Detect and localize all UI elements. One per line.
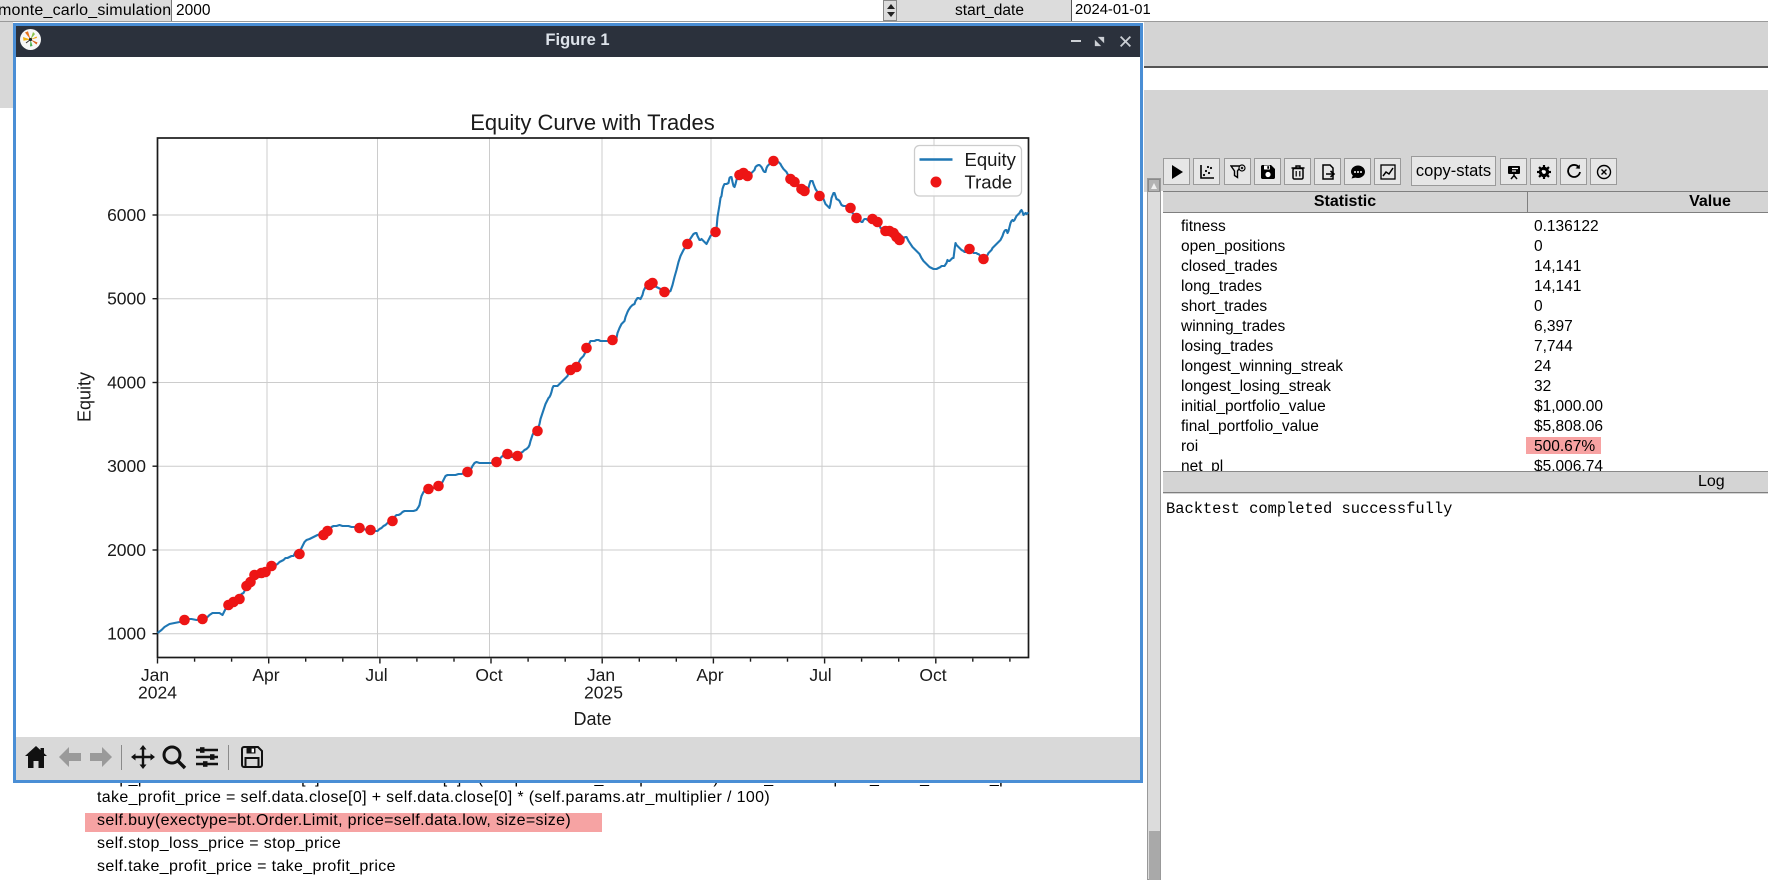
svg-text:6000: 6000 <box>107 205 146 225</box>
svg-text:3000: 3000 <box>107 456 146 476</box>
svg-text:2000: 2000 <box>107 540 146 560</box>
svg-text:2025: 2025 <box>584 683 623 703</box>
svg-text:Apr: Apr <box>252 665 279 685</box>
svg-text:2024: 2024 <box>138 683 177 703</box>
svg-text:Jul: Jul <box>365 665 387 685</box>
svg-text:Date: Date <box>573 709 611 729</box>
svg-text:1000: 1000 <box>107 624 146 644</box>
svg-text:Jan: Jan <box>140 665 168 685</box>
svg-text:4000: 4000 <box>107 373 146 393</box>
svg-text:Trade: Trade <box>964 172 1012 193</box>
svg-text:Oct: Oct <box>475 665 502 685</box>
svg-text:5000: 5000 <box>107 289 146 309</box>
svg-text:Jul: Jul <box>809 665 831 685</box>
svg-text:Jan: Jan <box>586 665 614 685</box>
svg-text:Equity Curve with Trades: Equity Curve with Trades <box>470 110 715 135</box>
svg-text:Equity: Equity <box>964 149 1016 170</box>
svg-text:Oct: Oct <box>919 665 946 685</box>
svg-text:Apr: Apr <box>696 665 723 685</box>
svg-text:Equity: Equity <box>74 372 94 422</box>
